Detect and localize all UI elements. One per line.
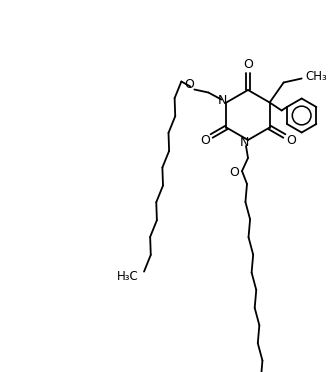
Text: H₃C: H₃C — [117, 270, 139, 283]
Text: N: N — [218, 94, 227, 107]
Text: CH₃: CH₃ — [306, 70, 328, 83]
Text: O: O — [243, 58, 253, 71]
Text: O: O — [184, 78, 194, 91]
Text: O: O — [286, 134, 296, 147]
Text: O: O — [229, 166, 239, 179]
Text: O: O — [200, 134, 210, 147]
Text: N: N — [239, 135, 249, 148]
